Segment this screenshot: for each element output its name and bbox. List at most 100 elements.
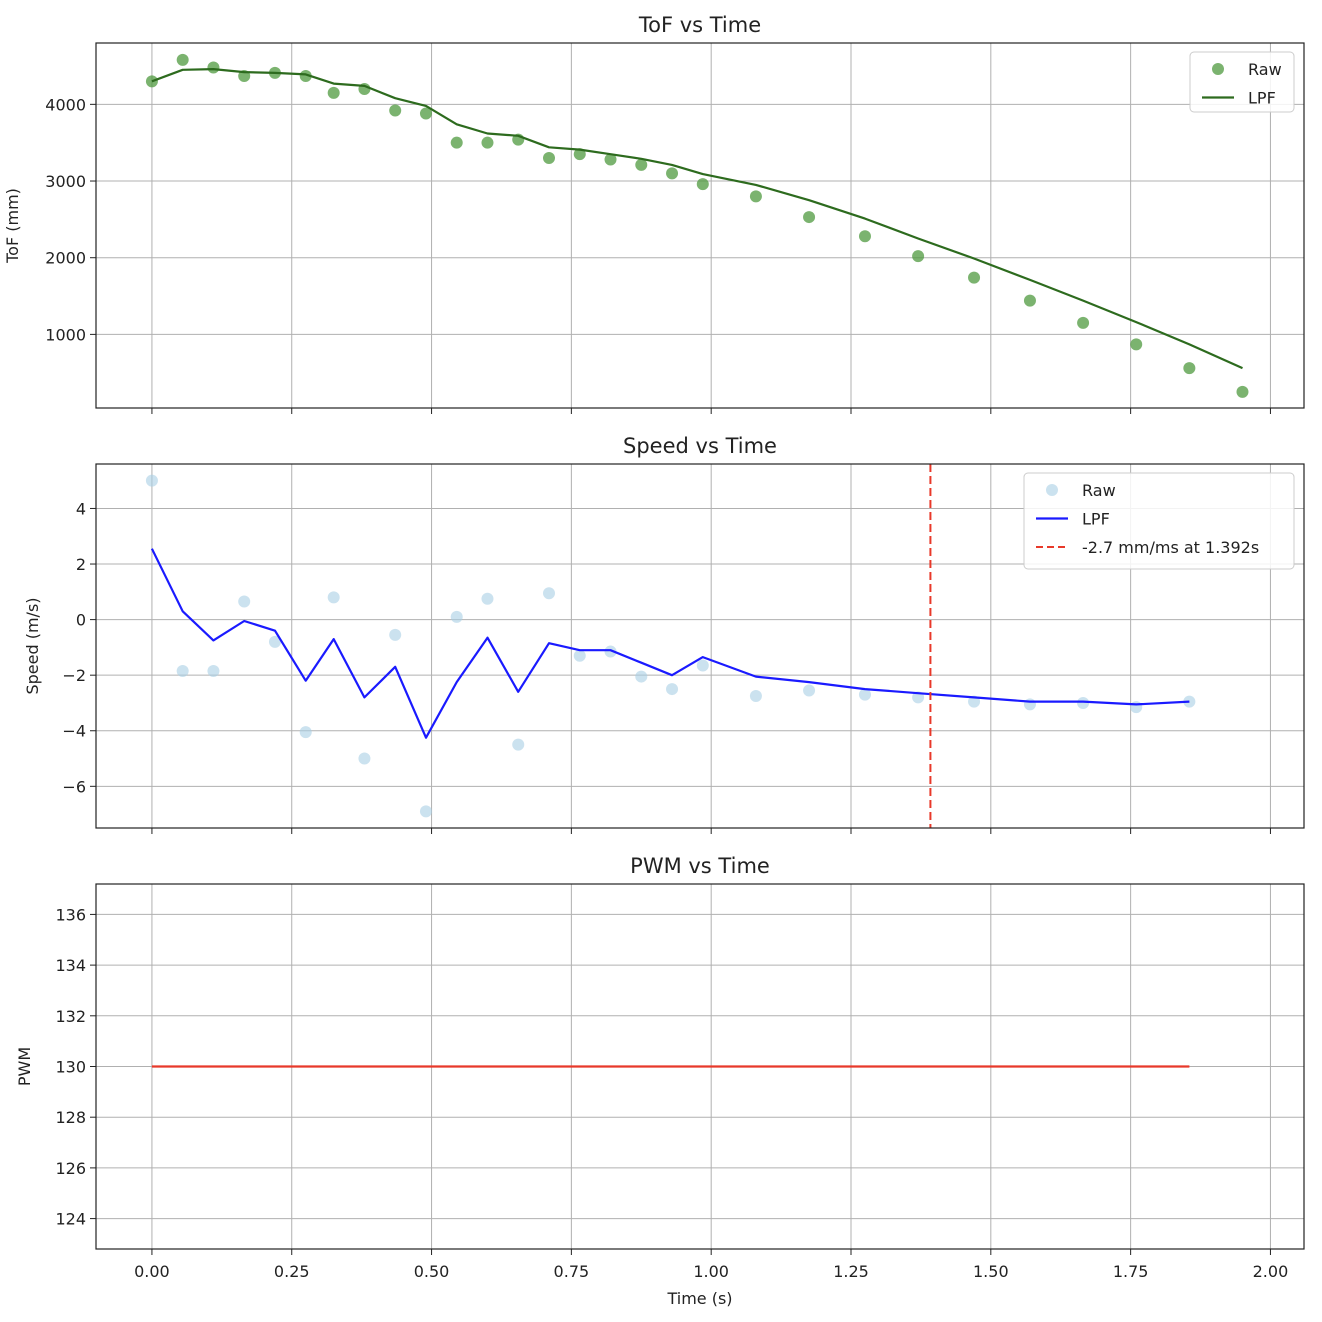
data-point-raw xyxy=(1236,385,1249,398)
legend-label: Raw xyxy=(1248,60,1282,79)
legend-label: LPF xyxy=(1082,510,1110,529)
y-tick-label: 3000 xyxy=(45,172,86,191)
data-point-raw xyxy=(238,595,251,608)
y-tick-label: −4 xyxy=(62,722,86,741)
y-tick-label: 124 xyxy=(55,1210,86,1229)
data-point-raw xyxy=(573,148,586,161)
x-tick-label: 1.00 xyxy=(693,1262,729,1281)
data-point-raw xyxy=(299,726,312,739)
chart-title: PWM vs Time xyxy=(630,854,770,878)
legend-box xyxy=(1023,472,1295,570)
legend-label: LPF xyxy=(1248,89,1276,108)
y-tick-label: 132 xyxy=(55,1007,86,1026)
chart-panel-1: 1000 2000 3000 4000 ToF vs Time ToF (mm) Raw LP… xyxy=(3,13,1305,414)
y-tick-label: 4000 xyxy=(45,95,86,114)
legend-label: -2.7 mm/ms at 1.392s xyxy=(1082,538,1259,557)
chart-panel-3: 124 126 128 130 132 134 136 0.00 0.25 0.50 0.75 1.0… xyxy=(15,854,1305,1308)
data-point-raw xyxy=(481,136,494,149)
data-point-raw xyxy=(912,250,925,263)
y-tick-label: 126 xyxy=(55,1159,86,1178)
data-point-raw xyxy=(749,190,762,203)
y-tick-label: −2 xyxy=(62,666,86,685)
data-point-raw xyxy=(1130,338,1143,351)
data-point-raw xyxy=(450,136,463,149)
y-axis-label: PWM xyxy=(15,1047,34,1086)
series-group xyxy=(145,53,1249,398)
data-point-raw xyxy=(635,670,648,683)
data-point-raw xyxy=(512,738,525,751)
data-point-raw xyxy=(858,230,871,243)
x-tick-label: 0.25 xyxy=(274,1262,310,1281)
data-point-raw xyxy=(1023,698,1036,711)
y-tick-label: 130 xyxy=(55,1058,86,1077)
data-point-raw xyxy=(450,610,463,623)
data-point-raw xyxy=(749,690,762,703)
data-point-raw xyxy=(176,53,189,66)
chart-title: Speed vs Time xyxy=(623,434,777,458)
data-point-raw xyxy=(176,665,189,678)
data-point-raw xyxy=(299,69,312,82)
y-tick-label: 1000 xyxy=(45,325,86,344)
y-tick-label: 2000 xyxy=(45,249,86,268)
y-tick-label: 4 xyxy=(76,499,86,518)
data-point-raw xyxy=(803,211,816,224)
y-tick-label: 136 xyxy=(55,905,86,924)
data-point-raw xyxy=(696,659,709,672)
data-point-raw xyxy=(803,684,816,697)
plot-frame xyxy=(95,463,1305,829)
x-tick-label: 1.25 xyxy=(833,1262,869,1281)
data-point-raw xyxy=(543,152,555,165)
plot-frame xyxy=(95,883,1305,1250)
y-axis-label: Speed (m/s) xyxy=(23,597,42,694)
x-tick-label: 0.00 xyxy=(134,1262,170,1281)
chart-panel-2: −6 −4 −2 0 2 4 Speed vs Time Speed (m/s) Raw LPF -… xyxy=(23,434,1305,834)
x-axis-label: Time (s) xyxy=(666,1289,732,1308)
legend-label: Raw xyxy=(1082,481,1116,500)
data-point-raw xyxy=(604,153,617,166)
y-axis-label: ToF (mm) xyxy=(3,188,22,264)
y-tick-label: 128 xyxy=(55,1108,86,1127)
y-tick-label: 134 xyxy=(55,956,86,975)
data-point-raw xyxy=(481,592,494,605)
data-point-raw xyxy=(1183,362,1196,375)
data-point-raw xyxy=(327,591,340,604)
data-point-raw xyxy=(207,665,220,678)
data-point-raw xyxy=(268,635,281,648)
data-point-raw xyxy=(696,178,709,191)
series-line-lpf xyxy=(151,67,1243,370)
x-tick-label: 0.75 xyxy=(554,1262,590,1281)
data-point-raw xyxy=(358,752,371,765)
legend: Raw LPF xyxy=(1189,51,1295,113)
data-point-raw xyxy=(858,688,871,701)
data-point-raw xyxy=(666,167,679,180)
data-point-raw xyxy=(968,271,981,284)
data-point-raw xyxy=(207,61,220,74)
series-line-lpf xyxy=(150,548,1190,739)
data-point-raw xyxy=(666,683,679,696)
chart-title: ToF vs Time xyxy=(638,13,761,37)
y-tick-label: 2 xyxy=(76,555,86,574)
data-point-raw xyxy=(327,86,340,99)
data-point-raw xyxy=(1130,701,1143,714)
legend-marker xyxy=(1046,484,1058,496)
data-point-raw xyxy=(419,805,432,818)
data-point-raw xyxy=(573,649,586,662)
data-point-raw xyxy=(635,158,648,171)
data-point-raw xyxy=(1023,294,1036,307)
legend-marker xyxy=(1212,63,1224,75)
data-point-raw xyxy=(389,628,402,641)
y-tick-label: −6 xyxy=(62,777,86,796)
data-point-raw xyxy=(419,107,432,120)
data-point-raw xyxy=(389,104,402,117)
plot-area xyxy=(96,43,1304,408)
data-point-raw xyxy=(1077,696,1090,709)
data-point-raw xyxy=(145,474,158,487)
x-tick-label: 1.50 xyxy=(973,1262,1009,1281)
data-point-raw xyxy=(604,645,617,658)
data-point-raw xyxy=(1077,316,1090,329)
plot-frame xyxy=(95,42,1305,409)
legend: Raw LPF -2.7 mm/ms at 1.392s xyxy=(1023,472,1295,570)
y-tick-label: 0 xyxy=(76,611,86,630)
series-group xyxy=(145,474,1196,818)
